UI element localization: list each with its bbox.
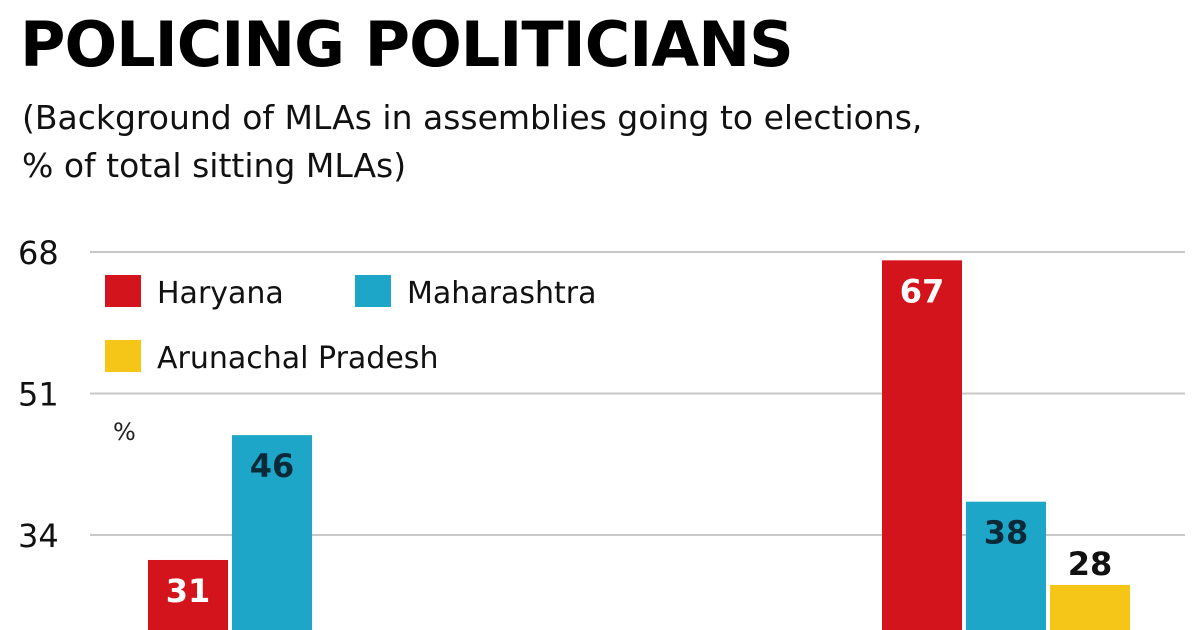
bar-value-label: 28: [1068, 545, 1113, 583]
bar: [882, 260, 962, 630]
legend: Haryana Maharashtra Arunachal Pradesh: [105, 275, 597, 376]
legend-swatch: [105, 275, 141, 307]
y-axis-ticks: 34 51 68: [18, 234, 59, 555]
y-tick-label: 68: [18, 234, 59, 272]
bar: [232, 435, 312, 630]
legend-swatch: [355, 275, 391, 307]
chart-subtitle-line1: (Background of MLAs in assemblies going …: [22, 98, 923, 137]
bar: [966, 501, 1046, 630]
bar-value-label: 46: [250, 447, 295, 485]
bar-value-label: 67: [900, 272, 945, 310]
bar: [148, 559, 228, 630]
bars: 31 67 46 38 28: [148, 260, 1130, 630]
chart-title: POLICING POLITICIANS: [20, 8, 794, 81]
bar-value-label: 38: [984, 514, 1029, 552]
legend-label: Haryana: [157, 276, 284, 311]
bar: [1050, 584, 1130, 630]
chart-subtitle-line2: % of total sitting MLAs): [22, 146, 407, 185]
legend-swatch: [105, 340, 141, 372]
y-unit-label: %: [113, 418, 136, 446]
legend-label: Maharashtra: [407, 276, 597, 311]
legend-label: Arunachal Pradesh: [157, 341, 438, 376]
y-tick-label: 51: [18, 376, 59, 414]
y-tick-label: 34: [18, 517, 59, 555]
bar-value-label: 31: [166, 572, 211, 610]
